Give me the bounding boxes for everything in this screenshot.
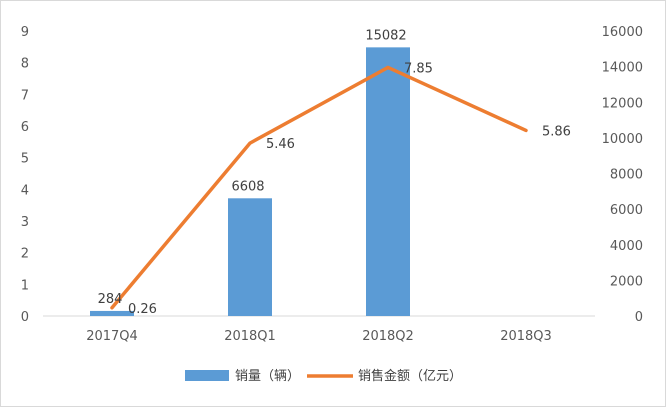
right-axis-tick-label: 14000 [602, 61, 643, 76]
bar-data-label: 15082 [365, 28, 406, 43]
left-axis-tick-label: 6 [21, 120, 29, 135]
line-data-label: 7.85 [404, 61, 433, 76]
left-axis-tick-label: 0 [21, 310, 29, 325]
left-axis-tick-label: 1 [21, 278, 29, 293]
x-axis-tick-label: 2018Q1 [224, 329, 276, 344]
line-data-label: 5.46 [266, 137, 295, 152]
bar-data-label: 6608 [231, 179, 264, 194]
left-axis-tick-label: 9 [21, 25, 29, 40]
left-axis-tick-label: 2 [21, 247, 29, 262]
chart-legend: 销量（辆） 销售金额（亿元） [185, 368, 462, 384]
line-path [112, 67, 526, 307]
bar [366, 47, 410, 316]
left-axis-tick-label: 4 [21, 183, 29, 198]
x-axis-tick-label: 2018Q2 [362, 329, 414, 344]
right-axis-tick-label: 4000 [610, 239, 643, 254]
line-data-label: 0.26 [128, 302, 157, 317]
line-data-label: 5.86 [542, 124, 571, 139]
right-axis-tick-label: 2000 [610, 274, 643, 289]
x-axis-tick-label: 2018Q3 [500, 329, 552, 344]
legend-bar-label: 销量（辆） [235, 369, 300, 384]
right-axis-tick-label: 16000 [602, 25, 643, 40]
x-axis-tick-label: 2017Q4 [86, 329, 138, 344]
legend-bar-swatch [185, 370, 229, 381]
left-axis-tick-label: 7 [21, 88, 29, 103]
right-axis-tick-label: 12000 [602, 96, 643, 111]
bar [228, 198, 272, 316]
data-labels: 284 6608 15082 0.26 5.46 7.85 5.86 [98, 28, 571, 316]
bar-data-label: 284 [98, 292, 123, 307]
left-axis-tick-label: 8 [21, 57, 29, 72]
right-axis-tick-label: 0 [635, 310, 643, 325]
line-series [112, 67, 526, 308]
left-axis-tick-label: 3 [21, 215, 29, 230]
right-axis-tick-label: 10000 [602, 132, 643, 147]
right-axis-tick-label: 6000 [610, 203, 643, 218]
left-axis-tick-label: 5 [21, 152, 29, 167]
right-axis-tick-label: 8000 [610, 168, 643, 183]
legend-line-label: 销售金额（亿元） [358, 368, 462, 384]
